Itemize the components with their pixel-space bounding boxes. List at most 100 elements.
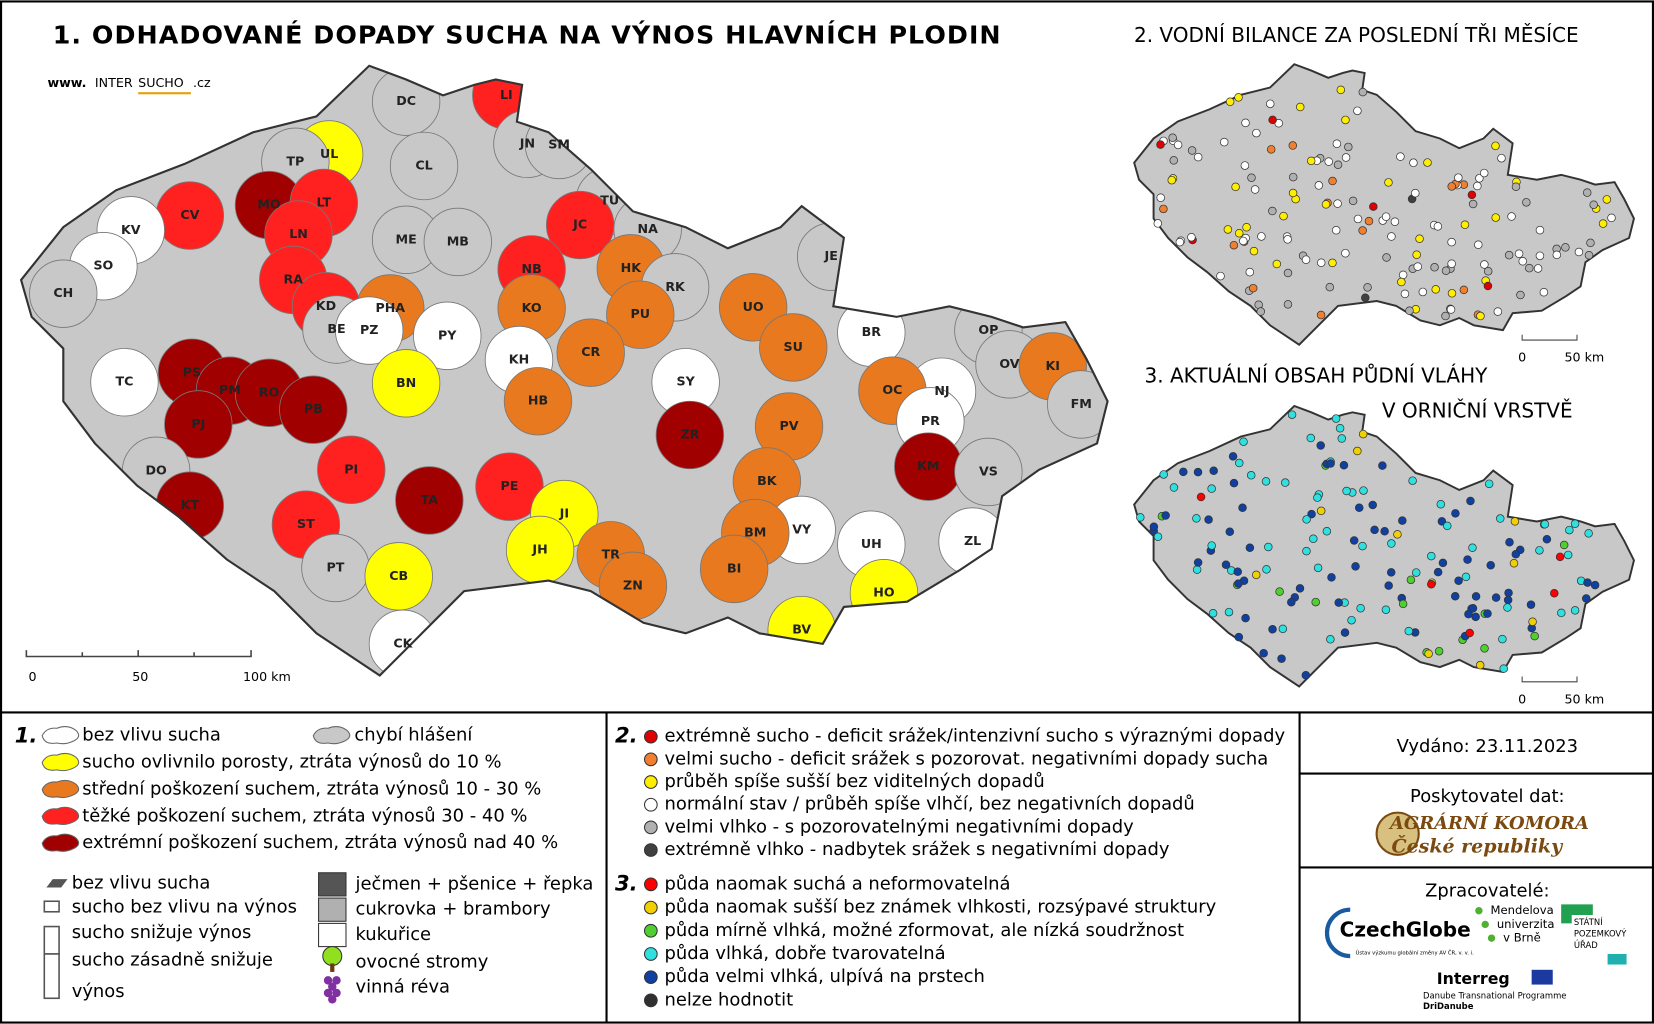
station-dot	[1204, 515, 1213, 524]
station-dot	[1468, 604, 1478, 613]
station-dot	[1387, 539, 1396, 548]
district-label: SM	[548, 136, 570, 151]
station-dot	[1461, 572, 1471, 582]
station-dot	[1479, 168, 1489, 178]
map2-title: 2. VODNÍ BILANCE ZA POSLEDNÍ TŘI MĚSÍCE	[1134, 23, 1579, 47]
district-label: PZ	[360, 322, 378, 337]
spu-logo	[1607, 953, 1627, 965]
station-dot	[1259, 648, 1268, 658]
station-dot	[1161, 511, 1170, 520]
district-label: PE	[501, 478, 519, 493]
station-dot	[1207, 484, 1216, 493]
legend-label: extrémně vlhko - nadbytek srážek s negat…	[665, 839, 1170, 860]
legends: 1. bez vlivu sucha sucho ovlivnilo porosty…	[15, 723, 1627, 1012]
station-dot	[1295, 584, 1305, 593]
district-label: ST	[297, 516, 315, 531]
station-dot	[1288, 188, 1298, 198]
station-dot	[1434, 646, 1444, 656]
station-dot	[1447, 237, 1456, 247]
spu-label: STÁTNÍ	[1574, 916, 1603, 927]
station-dot	[1361, 293, 1370, 302]
station-dot	[1287, 410, 1297, 419]
district-label: TU	[600, 192, 619, 207]
station-dot	[1169, 156, 1179, 165]
station-dot	[1570, 606, 1580, 615]
station-dot	[1408, 476, 1417, 485]
district-label: ME	[396, 231, 417, 246]
legend-label: půda naomak sušší bez známek vlhkosti, r…	[665, 897, 1217, 918]
station-dot	[1364, 216, 1374, 226]
station-dot	[1584, 250, 1594, 260]
mendel-dot	[1481, 920, 1489, 929]
station-dot	[1341, 115, 1350, 125]
station-dot	[1301, 671, 1311, 680]
station-dot	[1228, 452, 1238, 461]
scale-label: 0	[1518, 691, 1526, 706]
legend-bar	[43, 900, 60, 913]
station-dot	[1159, 204, 1168, 214]
station-dot	[1400, 289, 1410, 299]
station-dot	[1316, 506, 1326, 516]
station-dot	[1234, 93, 1243, 102]
water-balance-map: 0 50 km	[1133, 63, 1635, 364]
station-dot	[1314, 181, 1324, 190]
eu-flag	[1531, 969, 1553, 985]
map-body	[1133, 404, 1635, 688]
station-dot	[1333, 199, 1342, 208]
station-dot	[1525, 263, 1534, 273]
district-label: BR	[862, 324, 882, 339]
legend-label: velmi vlhko - s pozorovatelnými negativn…	[665, 816, 1135, 837]
station-dot	[1552, 250, 1562, 260]
station-dot	[1406, 575, 1416, 585]
station-dot	[1437, 517, 1447, 526]
district-label: KM	[917, 458, 939, 473]
legend-label: sucho bez vlivu na výnos	[72, 897, 297, 918]
station-dot	[1245, 267, 1255, 277]
spu-label: POZEMKOVÝ	[1574, 927, 1627, 938]
station-dot	[1491, 141, 1500, 151]
station-dot	[1247, 173, 1256, 183]
station-dot	[1341, 153, 1351, 162]
spu-label: ÚŘAD	[1574, 939, 1598, 950]
district-label: CR	[581, 344, 600, 359]
district-label: KO	[522, 300, 542, 315]
station-dot	[1463, 555, 1472, 564]
map3-title: 3. AKTUÁLNÍ OBSAH PŮDNÍ VLÁHY	[1145, 363, 1489, 387]
district-label: PU	[631, 306, 651, 321]
station-dot	[1167, 175, 1177, 185]
station-dot	[1321, 200, 1331, 209]
legend-label: sucho ovlivnilo porosty, ztráta výnosů d…	[82, 752, 501, 773]
station-dot	[1225, 527, 1235, 537]
station-dot	[1268, 625, 1277, 634]
legend-label: cukrovka + brambory	[355, 899, 550, 920]
scale-label: 100 km	[243, 669, 291, 684]
station-dot	[1483, 266, 1493, 276]
district	[395, 466, 464, 535]
station-dot	[1249, 246, 1259, 256]
station-dot	[1503, 603, 1512, 612]
station-dot	[1268, 206, 1277, 216]
station-dot	[1332, 139, 1342, 149]
legend-label: kukuřice	[355, 924, 431, 945]
station-dot	[1471, 592, 1481, 601]
district-label: TC	[116, 374, 134, 389]
station-dot	[1503, 595, 1513, 605]
legend-label: výnos	[72, 981, 125, 1002]
legend-label: průběh spíše sušší bez viditelných dopad…	[665, 771, 1045, 792]
station-dot	[1268, 115, 1277, 125]
tree-icon	[322, 946, 343, 967]
district-label: PT	[326, 559, 344, 574]
district-label: JH	[531, 541, 547, 556]
station-dot	[1480, 644, 1489, 653]
district-label: JI	[559, 506, 569, 521]
station-dot	[1450, 592, 1460, 601]
legend-dot	[643, 900, 658, 915]
station-dot	[1349, 536, 1359, 545]
station-dot	[1447, 259, 1456, 269]
station-dot	[1153, 532, 1163, 542]
station-dot	[1473, 181, 1482, 191]
station-dot	[1342, 486, 1351, 496]
legend-label: těžké poškození suchem, ztráta výnosů 30…	[82, 805, 527, 826]
legend-swatch	[41, 752, 80, 772]
